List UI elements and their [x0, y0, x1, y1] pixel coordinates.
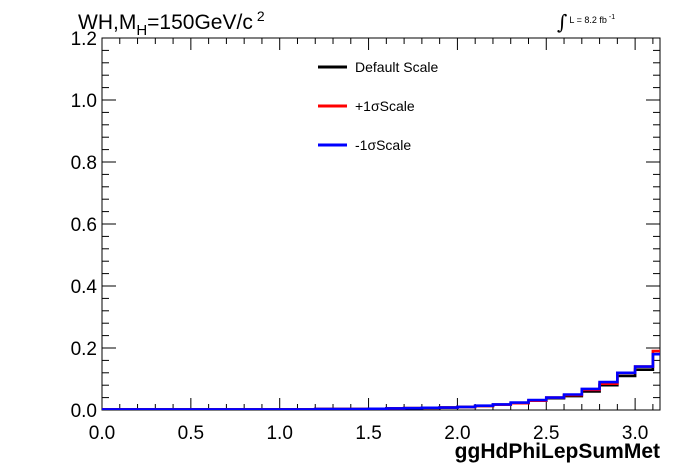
x-tick-label: 2.5 — [533, 423, 559, 444]
x-tick-label: 3.0 — [622, 423, 648, 444]
series-group — [102, 349, 660, 410]
plot-frame — [101, 37, 661, 411]
series-line — [102, 349, 660, 410]
chart-title: WH,MH=150GeV/c 2 — [78, 8, 265, 39]
axis-ticks — [101, 37, 660, 411]
x-tick-label: 2.0 — [444, 423, 470, 444]
legend-label: -1σScale — [355, 137, 411, 153]
luminosity-label: ∫ L = 8.2 fb -1 — [557, 10, 616, 34]
x-tick-label: 1.5 — [355, 423, 381, 444]
legend-label: +1σScale — [355, 98, 415, 114]
x-tick-label: 1.0 — [266, 423, 292, 444]
y-tick-label: 0.6 — [71, 215, 97, 236]
x-tick-labels: 0.0 0.5 1.0 1.5 2.0 2.5 3.0 — [89, 423, 649, 444]
x-tick-label: 0.0 — [89, 423, 115, 444]
y-tick-label: 1.0 — [71, 91, 97, 112]
legend-label: Default Scale — [355, 59, 438, 75]
y-tick-label: 0.8 — [71, 153, 97, 174]
y-tick-label: 0.2 — [71, 339, 97, 360]
series-line — [102, 352, 660, 410]
x-tick-label: 0.5 — [178, 423, 204, 444]
y-tick-labels: 0.0 0.2 0.4 0.6 0.8 1.0 1.2 — [71, 29, 98, 422]
y-tick-label: 0.0 — [71, 401, 97, 422]
integral-icon: ∫ — [557, 10, 568, 34]
legend: Default Scale +1σScale -1σScale — [318, 59, 438, 153]
y-tick-label: 0.4 — [71, 277, 98, 298]
series-line — [102, 352, 660, 410]
y-tick-label: 1.2 — [71, 29, 97, 50]
x-axis-label: ggHdPhiLepSumMet — [454, 440, 660, 463]
